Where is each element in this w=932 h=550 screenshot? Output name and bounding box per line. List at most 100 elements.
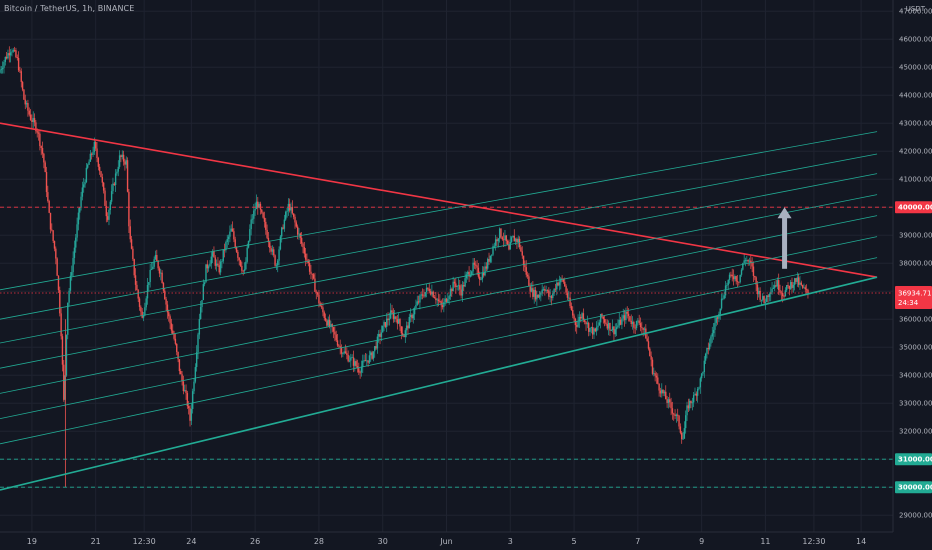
candle-body <box>215 263 218 266</box>
candle-body <box>534 289 537 300</box>
countdown-label: 24:34 <box>898 299 919 307</box>
x-tick-label: 28 <box>314 537 324 546</box>
candle-body <box>708 343 711 350</box>
candle-body <box>189 408 191 421</box>
candle-body <box>688 400 691 409</box>
level-label-bg <box>895 201 932 214</box>
candle-body <box>213 251 215 258</box>
candle-body <box>578 316 581 322</box>
candle-body <box>513 235 515 242</box>
candle-body <box>157 260 159 269</box>
candle-body <box>142 315 145 318</box>
candle-body <box>380 332 383 337</box>
candle-body <box>800 282 803 285</box>
current-price-bg <box>895 286 932 310</box>
candle-body <box>568 297 570 299</box>
candle-body <box>594 328 597 332</box>
y-tick-label: 46000.00 <box>899 36 932 44</box>
candle-body <box>405 325 408 331</box>
candle-body <box>610 330 612 331</box>
candle-body <box>532 288 534 297</box>
candle-body <box>177 351 179 360</box>
candle-body <box>586 322 589 325</box>
candle-body <box>494 239 497 246</box>
candle-body <box>771 288 773 293</box>
trend-lines[interactable] <box>0 122 878 491</box>
candle-body <box>11 51 13 53</box>
candle-body <box>629 316 631 321</box>
candle-body <box>105 205 108 217</box>
candle-body <box>451 288 453 292</box>
level-label-bg <box>895 453 932 466</box>
candle-body <box>84 182 86 185</box>
candle-body <box>727 279 729 286</box>
y-tick-label: 35000.00 <box>899 344 932 352</box>
candle-body <box>12 50 14 52</box>
candle-body <box>544 288 546 291</box>
candle-body <box>655 375 658 378</box>
candle-body <box>625 311 627 321</box>
candle-body <box>702 371 704 374</box>
candle-body <box>772 287 775 289</box>
candle-body <box>214 257 216 266</box>
candle-body <box>283 219 286 229</box>
y-tick-label: 33000.00 <box>899 400 932 408</box>
candle-body <box>1 67 4 70</box>
candle-body <box>774 285 776 288</box>
time-axis[interactable]: 19 21 12:30 24 26 28 30 Jun 3 5 7 9 11 12:30 14 <box>0 531 893 546</box>
candle-body <box>750 260 752 263</box>
candle-body <box>473 262 476 265</box>
candle-body <box>464 278 466 287</box>
candle-body <box>304 253 307 260</box>
candle-body <box>606 324 608 329</box>
candle-body <box>778 280 780 291</box>
x-tick-label: 21 <box>91 537 101 546</box>
candle-body <box>137 290 139 299</box>
candle-body <box>562 279 565 282</box>
projection-arrow[interactable] <box>777 207 792 269</box>
candle-body <box>251 218 254 220</box>
candle-body <box>728 274 731 280</box>
candle-body <box>61 336 64 365</box>
candle-body <box>44 162 46 173</box>
candle-body <box>56 258 58 276</box>
candle-body <box>124 161 126 165</box>
y-tick-label: 45000.00 <box>899 64 932 72</box>
candle-body <box>277 260 279 266</box>
candle-body <box>266 229 268 238</box>
candle-body <box>104 190 106 206</box>
candle-body <box>573 315 575 319</box>
candle-body <box>437 299 440 302</box>
candle-body <box>756 284 759 295</box>
candle-body <box>129 226 131 240</box>
candle-body <box>374 346 376 352</box>
candle-body <box>27 103 29 111</box>
candle-body <box>711 333 713 337</box>
candle-body <box>378 333 380 337</box>
candle-body <box>281 227 283 237</box>
candle-body <box>145 298 147 308</box>
candle-body <box>740 269 743 275</box>
candle-body <box>590 327 593 328</box>
candle-body <box>682 438 684 440</box>
candle-body <box>298 233 300 235</box>
x-tick-label: 11 <box>760 537 770 546</box>
candle-body <box>577 321 579 327</box>
candle-body <box>132 248 134 260</box>
candle-body <box>267 237 270 243</box>
candle-body <box>295 222 298 227</box>
x-tick-label: 19 <box>27 537 37 546</box>
candle-body <box>522 255 525 266</box>
candle-body <box>622 315 624 319</box>
candle-body <box>181 374 183 382</box>
candle-body <box>161 272 163 283</box>
candle-body <box>744 260 747 261</box>
candle-body <box>509 241 511 250</box>
candle-body <box>285 211 287 220</box>
candle-body <box>294 216 296 223</box>
candle-body <box>0 69 3 71</box>
price-axis[interactable]: 29000.00 30000.00 31000.00 32000.00 33000.00… <box>892 0 932 550</box>
candle-body <box>382 325 384 333</box>
candle-body <box>623 315 626 321</box>
